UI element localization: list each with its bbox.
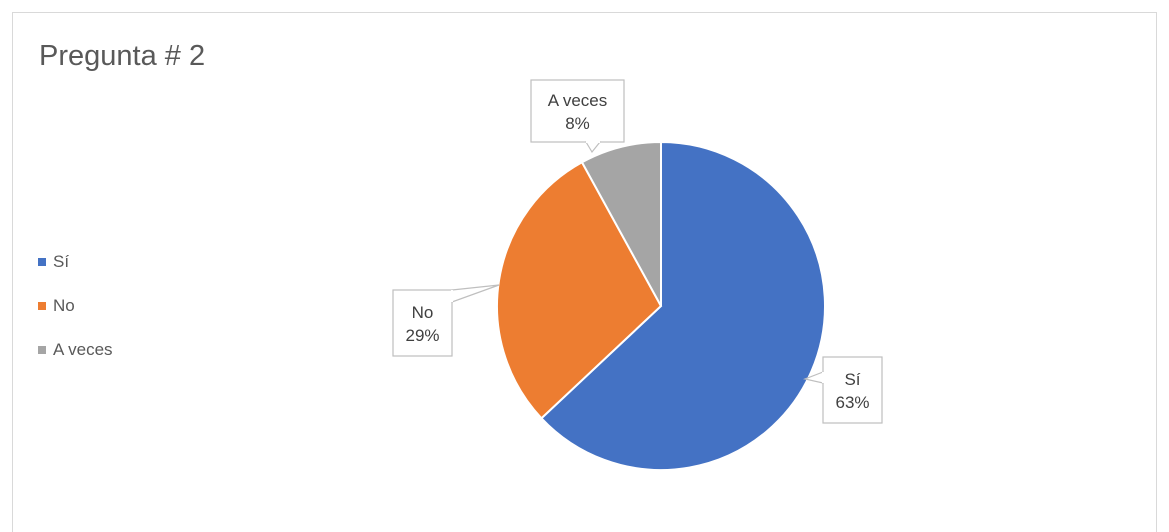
legend-label-no: No — [53, 295, 75, 315]
data-label-box-si — [822, 356, 883, 424]
legend-swatch-no — [38, 301, 46, 310]
legend-item-a-veces: A veces — [38, 338, 113, 361]
data-label-no: No 29% — [392, 284, 500, 357]
data-label-value-si: 63% — [835, 393, 869, 412]
data-label-box-no — [392, 289, 453, 357]
data-label-callouts: Sí 63% No 29% A veces 8% — [392, 79, 883, 424]
legend-swatch-si — [38, 257, 46, 266]
data-label-box-a-veces — [530, 79, 625, 143]
pie-slices — [496, 140, 826, 471]
legend-label-si: Sí — [53, 251, 70, 271]
pie-chart: Sí 63% No 29% A veces 8% — [392, 79, 883, 471]
legend-label-a-veces: A veces — [53, 339, 113, 359]
data-label-category-si: Sí — [844, 370, 860, 389]
data-label-category-no: No — [412, 303, 434, 322]
data-label-si: Sí 63% — [802, 356, 883, 424]
pie-slice-a-veces — [580, 140, 662, 307]
pie-slice-si — [540, 140, 826, 471]
data-label-category-a-veces: A veces — [548, 91, 608, 110]
pie-slice-no — [496, 160, 663, 420]
chart-title: Pregunta # 2 — [39, 40, 206, 72]
data-label-value-a-veces: 8% — [565, 114, 590, 133]
data-label-pointer-a-veces — [584, 141, 602, 154]
legend: Sí No A veces — [38, 250, 113, 382]
legend-item-no: No — [38, 294, 113, 317]
legend-swatch-a-veces — [38, 345, 46, 354]
data-label-a-veces: A veces 8% — [530, 79, 625, 154]
legend-item-si: Sí — [38, 250, 113, 273]
data-label-value-no: 29% — [405, 326, 439, 345]
data-label-pointer-no — [451, 284, 500, 303]
